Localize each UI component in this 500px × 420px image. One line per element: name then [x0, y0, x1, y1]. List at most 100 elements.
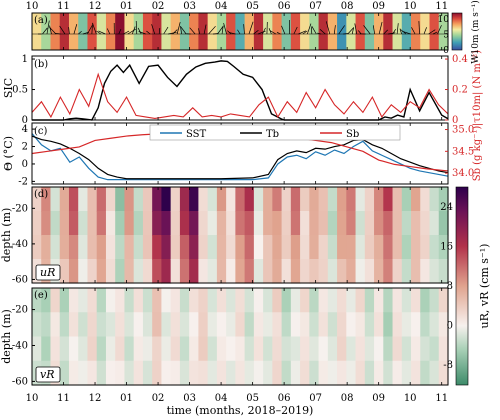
heatmap-cell: [105, 187, 116, 212]
heatmap-cell: [96, 360, 107, 386]
heatmap-cell: [216, 312, 227, 338]
wind-cell: [142, 13, 153, 50]
panel-label: (a): [34, 15, 48, 26]
wind-cell: [383, 13, 394, 50]
heatmap-cell: [142, 211, 153, 236]
wind-cell: [429, 13, 440, 50]
heatmap-cell: [318, 187, 329, 212]
heatmap-cell: [355, 288, 366, 313]
heatmap-cell: [346, 288, 357, 313]
wind-stick: [311, 25, 317, 35]
heatmap-cell: [115, 259, 126, 284]
heatmap-cell: [346, 259, 357, 284]
heatmap-column: [253, 187, 264, 284]
heatmap-cell: [161, 336, 172, 362]
heatmap-cell: [105, 312, 116, 338]
heatmap-cell: [300, 187, 310, 212]
heatmap-cell: [337, 336, 347, 362]
heatmap-column: [346, 288, 357, 386]
wind-stick: [106, 28, 111, 35]
heatmap-cell: [420, 235, 431, 260]
heatmap-cell: [253, 312, 264, 338]
wind-stick: [91, 25, 93, 35]
heatmap-cell: [318, 288, 329, 313]
wind-cell: [235, 13, 246, 50]
wind-cell: [105, 13, 116, 50]
heatmap-column: [401, 187, 412, 284]
heatmap-cell: [198, 235, 209, 260]
top-month-axis: 10 11 12 01 02 03 04 05 06 07 08 09 10 11: [26, 1, 448, 12]
heatmap-column: [170, 187, 181, 284]
heatmap-cell: [189, 336, 199, 362]
heatmap-column: [59, 288, 70, 386]
heatmap-cell: [392, 235, 403, 260]
heatmap-cell: [170, 336, 181, 362]
heatmap-cell: [41, 312, 52, 338]
heatmap-cell: [401, 235, 412, 260]
heatmap-cell: [198, 187, 209, 212]
heatmap-cell: [253, 360, 264, 386]
heatmap-cell: [142, 360, 153, 386]
y-tick-label: 0: [22, 159, 28, 170]
heatmap-column: [115, 187, 126, 284]
wind-cell: [355, 13, 366, 50]
heatmap-cell: [207, 312, 218, 338]
heatmap-cell: [392, 259, 403, 284]
wind-stick: [49, 25, 52, 35]
heatmap-cell: [327, 187, 338, 212]
wind-stick: [418, 21, 420, 35]
heatmap-cell: [411, 211, 421, 236]
heatmap-cell: [346, 312, 357, 338]
heatmap-cell: [198, 288, 209, 313]
heatmap-cell: [142, 312, 153, 338]
heatmap-cell: [152, 187, 163, 212]
heatmap-cell: [337, 235, 347, 260]
heatmap-cell: [244, 187, 255, 212]
panel-letter: (d): [34, 189, 48, 200]
legend: SST Tb Sb: [149, 124, 401, 141]
heatmap-cell: [105, 235, 116, 260]
heatmap-cell: [96, 235, 107, 260]
wind-stick: [203, 24, 207, 35]
heatmap-cell: [309, 187, 320, 212]
colorbar-label: W10m (m s⁻¹): [470, 0, 481, 64]
heatmap-cell: [189, 288, 199, 313]
heatmap-cell: [179, 288, 190, 313]
wind-stick: [131, 26, 136, 35]
top-month-label: 10: [26, 1, 39, 12]
y-right-tick-label: 35.0: [452, 125, 474, 136]
heatmap-cell: [59, 187, 70, 212]
wind-cell: [32, 13, 42, 50]
wind-cell: [161, 13, 172, 50]
heatmap-cell: [142, 187, 153, 212]
heatmap-cell: [327, 288, 338, 313]
heatmap-column: [272, 187, 283, 284]
heatmap-cell: [263, 288, 273, 313]
heatmap-column: [420, 288, 431, 386]
heatmap-cell: [216, 288, 227, 313]
wind-stick: [310, 27, 313, 35]
heatmap-column: [226, 288, 236, 386]
heatmap-cell: [364, 360, 375, 386]
heatmap-cell: [87, 312, 98, 338]
heatmap-column: [68, 288, 79, 386]
heatmap-cell: [124, 288, 135, 313]
heatmap-cell: [244, 336, 255, 362]
heatmap-cell: [337, 259, 347, 284]
wind-cell: [41, 13, 52, 50]
colorbar-tick-label: 0: [443, 46, 449, 56]
heatmap-cell: [420, 288, 431, 313]
heatmap-column: [309, 187, 320, 284]
panel-e-vr: -20 -40 -60 depth (m) vR (e): [0, 287, 449, 387]
heatmap-cell: [226, 360, 236, 386]
heatmap-column: [198, 288, 209, 386]
heatmap-cell: [355, 259, 366, 284]
heatmap-cell: [105, 259, 116, 284]
heatmap-column: [78, 187, 89, 284]
heatmap-cell: [115, 288, 126, 313]
wind-cell: [216, 13, 227, 50]
heatmap-cell: [401, 259, 412, 284]
heatmap-column: [281, 288, 292, 386]
heatmap-cell: [346, 211, 357, 236]
heatmap-cell: [300, 336, 310, 362]
